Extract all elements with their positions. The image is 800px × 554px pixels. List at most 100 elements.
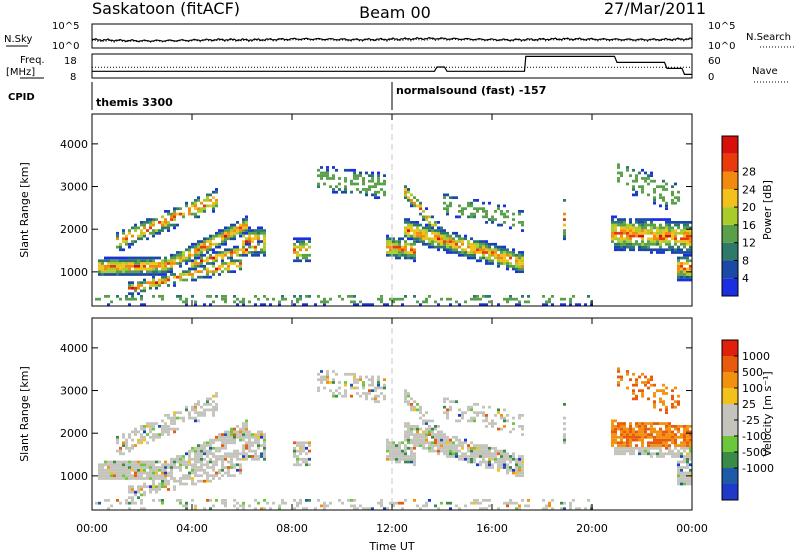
power-cell xyxy=(200,210,203,213)
velocity-cell xyxy=(686,466,689,469)
power-cell xyxy=(626,223,629,227)
velocity-cell xyxy=(404,446,407,450)
power-cell xyxy=(686,259,689,263)
power-cell xyxy=(626,242,629,246)
velocity-cell xyxy=(260,452,263,456)
velocity-cell xyxy=(635,381,638,384)
velocity-cell xyxy=(164,463,167,467)
power-cell xyxy=(404,251,407,254)
velocity-cell xyxy=(167,471,170,475)
velocity-cell xyxy=(650,452,653,456)
velocity-cell xyxy=(662,433,665,436)
velocity-cell xyxy=(437,433,440,436)
power-cell xyxy=(677,223,680,227)
velocity-cell xyxy=(659,397,662,401)
power-cell xyxy=(152,218,155,221)
power-cell xyxy=(437,242,440,246)
velocity-cell xyxy=(386,457,389,461)
power-cell xyxy=(188,273,191,276)
velocity-cell xyxy=(443,444,446,447)
power-cell xyxy=(173,212,176,216)
velocity-cell xyxy=(473,419,476,423)
power-cell xyxy=(449,245,452,249)
velocity-cell xyxy=(686,471,689,475)
velocity-cell xyxy=(113,463,116,467)
velocity-cell xyxy=(470,449,473,453)
power-cell xyxy=(353,171,356,175)
velocity-cell xyxy=(212,438,215,442)
velocity-cell xyxy=(395,452,398,456)
velocity-cell xyxy=(467,419,470,423)
velocity-cell xyxy=(611,425,614,428)
velocity-cell xyxy=(671,449,674,453)
power-cell xyxy=(257,251,260,254)
power-cell xyxy=(125,262,128,265)
power-cell xyxy=(173,253,176,257)
power-cell xyxy=(689,278,692,282)
colorbar-tick-label: 500 xyxy=(742,366,763,379)
power-cell xyxy=(629,242,632,246)
velocity-cell xyxy=(482,460,485,464)
velocity-cell xyxy=(683,433,686,436)
velocity-cell xyxy=(482,444,485,447)
velocity-cell xyxy=(488,422,491,425)
power-cell xyxy=(491,251,494,254)
power-cell xyxy=(278,303,281,307)
power-cell xyxy=(353,177,356,180)
velocity-cell xyxy=(653,403,656,406)
power-cell xyxy=(653,199,656,202)
power-cell xyxy=(236,297,239,301)
power-cell xyxy=(122,231,125,235)
power-cell xyxy=(662,240,665,243)
velocity-cell xyxy=(215,449,218,453)
power-cell xyxy=(488,248,491,252)
velocity-cell xyxy=(158,482,161,486)
power-cell xyxy=(356,177,359,180)
velocity-cell xyxy=(512,422,515,425)
velocity-cell xyxy=(614,435,617,439)
power-cell xyxy=(620,226,623,230)
power-cell xyxy=(398,256,401,260)
velocity-cell xyxy=(653,394,656,398)
power-cell xyxy=(638,231,641,235)
power-cell xyxy=(671,190,674,194)
power-cell xyxy=(248,234,251,238)
velocity-cell xyxy=(215,446,218,450)
velocity-cell xyxy=(632,392,635,395)
velocity-cell xyxy=(113,466,116,469)
velocity-cell xyxy=(473,501,476,505)
velocity-cell xyxy=(119,463,122,467)
velocity-cell xyxy=(350,504,353,508)
velocity-cell xyxy=(641,425,644,428)
velocity-cell xyxy=(410,430,413,434)
velocity-cell xyxy=(302,507,305,511)
velocity-cell xyxy=(164,477,167,480)
velocity-cell xyxy=(497,449,500,453)
velocity-cell xyxy=(131,474,134,478)
colorbar-tick-label: -1000 xyxy=(742,462,774,475)
power-cell xyxy=(239,300,242,304)
power-cell xyxy=(104,273,107,276)
velocity-cell xyxy=(506,471,509,475)
velocity-cell xyxy=(197,403,200,406)
power-cell xyxy=(209,253,212,257)
velocity-cell xyxy=(197,400,200,404)
power-cell xyxy=(440,231,443,235)
velocity-cell xyxy=(521,455,524,458)
power-cell xyxy=(674,251,677,254)
velocity-cell xyxy=(404,455,407,458)
power-cell xyxy=(521,221,524,224)
velocity-cell xyxy=(464,457,467,461)
power-cell xyxy=(653,234,656,238)
velocity-cell xyxy=(215,474,218,478)
power-cell xyxy=(677,245,680,249)
power-cell xyxy=(461,212,464,216)
power-cell xyxy=(404,226,407,230)
velocity-cell xyxy=(434,504,437,508)
power-cell xyxy=(476,242,479,246)
velocity-cell xyxy=(638,430,641,434)
power-cell xyxy=(155,267,158,271)
velocity-cell xyxy=(476,501,479,505)
power-cell xyxy=(296,245,299,249)
velocity-cell xyxy=(446,449,449,453)
